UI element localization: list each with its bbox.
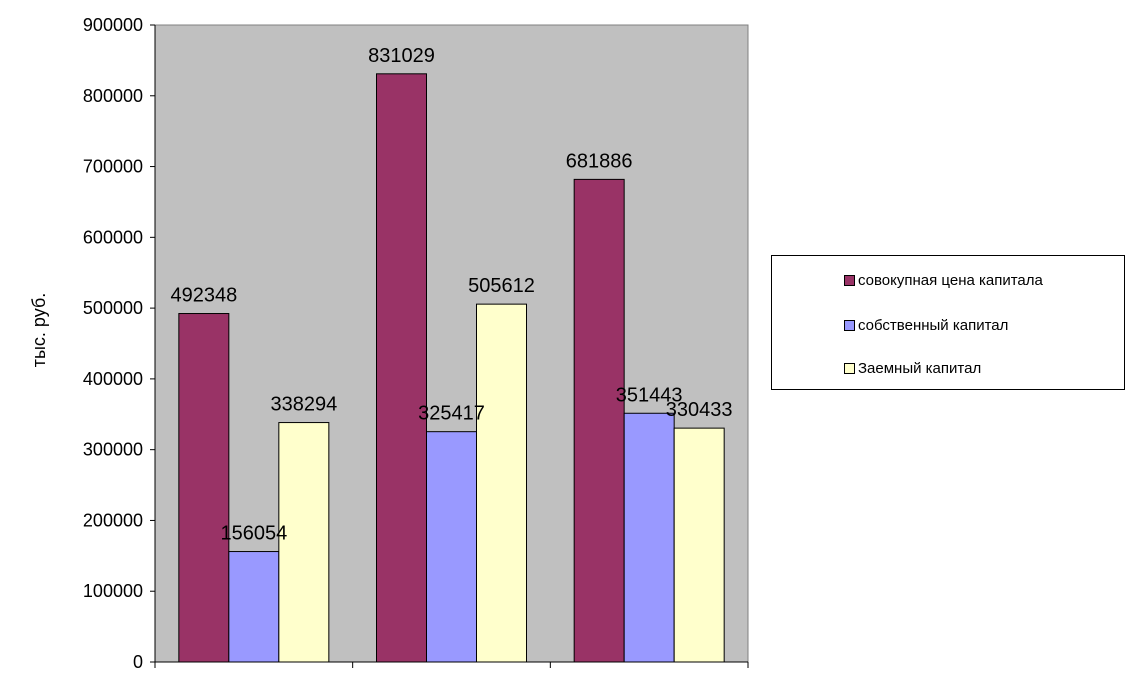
bar-series-1 [573,178,625,663]
data-label: 681886 [566,150,633,172]
y-tick-label: 100000 [83,581,143,601]
legend-label-series-3: Заемный капитал [858,360,982,377]
legend: совокупная цена капитала собственный кап… [771,255,1125,390]
y-tick-label: 600000 [83,227,143,247]
y-tick-label: 400000 [83,369,143,389]
data-label: 505612 [468,275,535,297]
legend-label-series-2: собственный капитал [858,317,1009,334]
legend-label-series-1: совокупная цена капитала [858,272,1043,289]
bar-series-2 [623,412,675,663]
x-axis: 2011 год2012 год2013 год [154,661,749,677]
data-label: 492348 [170,285,237,307]
y-axis-label: тыс. руб. [29,293,49,368]
legend-item-series-1: совокупная цена капитала [844,272,1043,289]
bar-series-3 [476,303,527,663]
y-tick-label: 700000 [83,157,143,177]
data-label: 351443 [616,384,683,406]
bar-series-2 [426,431,477,663]
y-axis: 0 100000 200000 300000 400000 500000 600000 700… [83,15,156,672]
bar-series-2 [228,551,280,663]
y-tick-label: 500000 [83,298,143,318]
legend-item-series-3: Заемный капитал [844,360,981,377]
legend-swatch-series-1 [844,275,855,286]
data-label: 338294 [270,394,337,416]
data-labels-group: 492348 156054 338294 831029 325417 505612 6818… [170,45,732,545]
data-label: 831029 [368,45,435,67]
y-tick-label: 300000 [83,440,143,460]
bar-series-1 [178,313,230,663]
legend-swatch-series-3 [844,363,855,374]
bar-series-1 [376,73,427,663]
y-tick-label: 900000 [83,15,143,35]
legend-swatch-series-2 [844,320,855,331]
data-label: 330433 [666,399,733,421]
y-tick-label: 200000 [83,510,143,530]
y-tick-label: 0 [133,652,143,672]
bar-series-3 [278,422,330,663]
bars-group [178,73,725,663]
data-label: 325417 [418,403,485,425]
data-label: 156054 [220,523,287,545]
legend-item-series-2: собственный капитал [844,317,1008,334]
bar-series-3 [673,427,725,663]
y-tick-label: 800000 [83,86,143,106]
